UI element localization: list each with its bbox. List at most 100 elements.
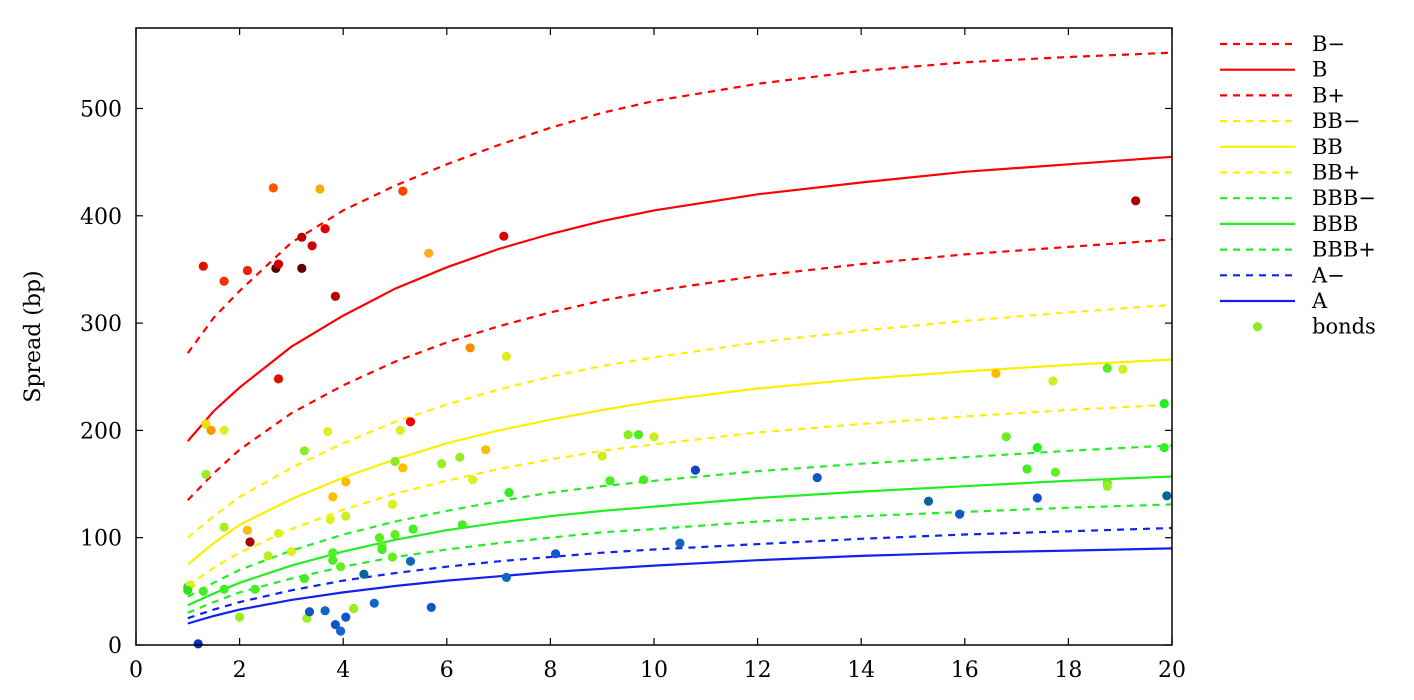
- bond-point: [330, 620, 340, 630]
- y-axis-label: Spread (bp): [21, 270, 46, 402]
- bond-point: [341, 477, 351, 487]
- bond-point: [219, 276, 229, 286]
- bond-point: [320, 606, 330, 616]
- bond-point: [387, 552, 397, 562]
- legend-swatch-bonds: [1252, 322, 1263, 332]
- curve-b: [186, 155, 1173, 442]
- bond-point: [465, 343, 475, 353]
- bond-point: [286, 547, 296, 557]
- bond-point: [812, 473, 822, 483]
- bond-point: [320, 224, 330, 234]
- x-tick-label: 14: [847, 658, 875, 683]
- bond-point: [1032, 443, 1042, 453]
- curve-bbb: [187, 475, 1173, 607]
- x-tick-label: 8: [543, 658, 557, 683]
- bond-point: [250, 584, 260, 594]
- bond-point: [455, 452, 465, 462]
- bond-point: [398, 463, 408, 473]
- bond-point: [405, 417, 416, 427]
- legend-label-bonds: bonds: [1312, 315, 1376, 339]
- x-tick-label: 12: [744, 658, 772, 683]
- bond-point: [297, 263, 307, 273]
- y-tick-label: 400: [80, 205, 122, 230]
- bond-point: [405, 556, 416, 566]
- legend-label-bbb-plus: BBB+: [1312, 238, 1376, 262]
- bond-point: [639, 475, 649, 485]
- x-tick-label: 4: [336, 658, 350, 683]
- bond-point: [263, 551, 273, 561]
- y-tick-label: 500: [80, 97, 122, 122]
- bond-point: [1118, 364, 1128, 374]
- bond-point: [437, 459, 447, 469]
- bond-point: [1159, 443, 1169, 453]
- bond-point: [315, 184, 325, 194]
- bond-point: [323, 426, 333, 437]
- bond-point: [649, 432, 659, 442]
- x-tick-label: 18: [1054, 658, 1082, 683]
- bond-point: [1159, 399, 1169, 409]
- bond-point: [273, 259, 284, 269]
- y-tick-label: 100: [80, 527, 122, 552]
- bond-point: [504, 488, 514, 498]
- bond-point: [307, 241, 317, 251]
- bond-point: [336, 562, 346, 572]
- bond-point: [398, 186, 408, 196]
- curve-a: [187, 547, 1173, 625]
- legend-label-bbb-minus: BBB−: [1312, 186, 1376, 210]
- bond-point: [468, 475, 478, 485]
- curve-bb-minus: [187, 303, 1173, 539]
- curve-b-plus: [187, 238, 1173, 501]
- bond-point: [193, 639, 203, 649]
- bond-point: [1048, 376, 1058, 386]
- bond-point: [235, 612, 245, 622]
- bond-point: [923, 496, 934, 506]
- x-tick-label: 2: [233, 658, 247, 683]
- bond-point: [336, 626, 346, 636]
- bond-point: [268, 183, 278, 193]
- bond-point: [597, 451, 607, 461]
- bond-point: [390, 456, 400, 467]
- bond-point: [242, 525, 252, 535]
- bond-point: [1102, 481, 1112, 491]
- bond-point: [605, 476, 615, 486]
- bond-point: [374, 533, 385, 543]
- bond-point: [395, 425, 405, 435]
- bond-point: [219, 425, 229, 435]
- y-tick-label: 200: [80, 419, 122, 444]
- bond-point: [690, 465, 701, 475]
- legend-label-b-plus: B+: [1312, 83, 1345, 107]
- curve-bb: [187, 358, 1173, 566]
- x-tick-label: 6: [440, 658, 454, 683]
- bond-point: [390, 529, 400, 540]
- bond-point: [341, 511, 351, 521]
- bond-point: [245, 537, 255, 547]
- bond-point: [219, 584, 229, 594]
- bond-point: [623, 430, 633, 440]
- bond-point: [426, 602, 436, 613]
- bond-point: [299, 446, 309, 456]
- curve-b-minus: [186, 51, 1173, 354]
- bond-point: [675, 538, 685, 548]
- bond-point: [325, 514, 335, 525]
- bond-point: [1001, 432, 1011, 442]
- legend-label-bb-minus: BB−: [1312, 109, 1360, 133]
- bond-point: [369, 598, 379, 608]
- bond-point: [1102, 363, 1112, 373]
- bond-point: [501, 351, 511, 361]
- legend-label-b-minus: B−: [1312, 32, 1345, 56]
- bond-point: [955, 509, 965, 519]
- rating-curves: [186, 51, 1173, 625]
- bond-point: [457, 520, 467, 530]
- bond-point: [991, 368, 1001, 379]
- curve-bbb-plus: [187, 503, 1173, 614]
- legend-label-bbb: BBB: [1312, 212, 1358, 236]
- bond-point: [198, 586, 208, 596]
- legend-label-bb: BB: [1312, 135, 1343, 159]
- bond-point: [499, 231, 509, 241]
- bond-point: [349, 603, 359, 614]
- bond-point: [201, 469, 211, 479]
- bond-point: [297, 232, 307, 242]
- bond-point: [359, 569, 369, 579]
- y-tick-label: 300: [80, 312, 122, 337]
